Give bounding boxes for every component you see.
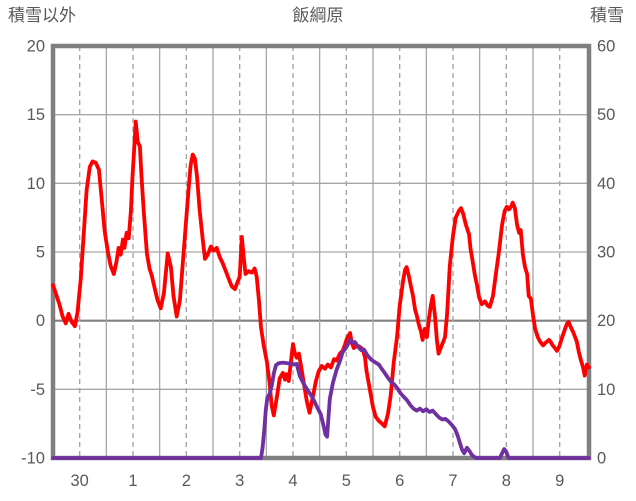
right-axis-tick-label: 50 xyxy=(597,106,615,124)
x-axis-tick-label: 2 xyxy=(182,472,191,490)
left-axis-tick-label: -5 xyxy=(30,381,45,399)
gridlines xyxy=(53,46,589,458)
x-axis-tick-label: 3 xyxy=(235,472,244,490)
x-axis-tick-label: 5 xyxy=(342,472,351,490)
left-axis-tick-label: -10 xyxy=(21,450,45,468)
left-axis-tick-label: 15 xyxy=(27,106,45,124)
right-axis-title: 積雪 xyxy=(590,6,624,25)
plot-border xyxy=(50,43,592,461)
x-axis-tick-label: 7 xyxy=(448,472,457,490)
left-axis-tick-label: 5 xyxy=(36,244,45,262)
left-axis-tick-label: 10 xyxy=(27,175,45,193)
chart-title: 飯綱原 xyxy=(292,6,344,25)
x-axis-tick-label: 4 xyxy=(288,472,297,490)
x-axis-tick-label: 1 xyxy=(128,472,137,490)
right-axis-tick-label: 40 xyxy=(597,175,615,193)
snow-depth-line xyxy=(51,337,591,460)
x-axis-tick-label: 30 xyxy=(70,472,88,490)
right-axis-tick-label: 30 xyxy=(597,244,615,262)
left-axis-tick-label: 0 xyxy=(36,312,45,330)
right-axis-tick-label: 10 xyxy=(597,381,615,399)
x-axis-tick-label: 8 xyxy=(502,472,511,490)
left-axis-title: 積雪以外 xyxy=(8,6,76,25)
right-axis-tick-label: 20 xyxy=(597,312,615,330)
left-axis-tick-label: 20 xyxy=(27,38,45,56)
x-axis-tick-label: 6 xyxy=(395,472,404,490)
x-axis-tick-label: 9 xyxy=(555,472,564,490)
right-axis-tick-label: 60 xyxy=(597,38,615,56)
right-axis-tick-label: 0 xyxy=(597,450,606,468)
temperature-line xyxy=(51,119,591,429)
